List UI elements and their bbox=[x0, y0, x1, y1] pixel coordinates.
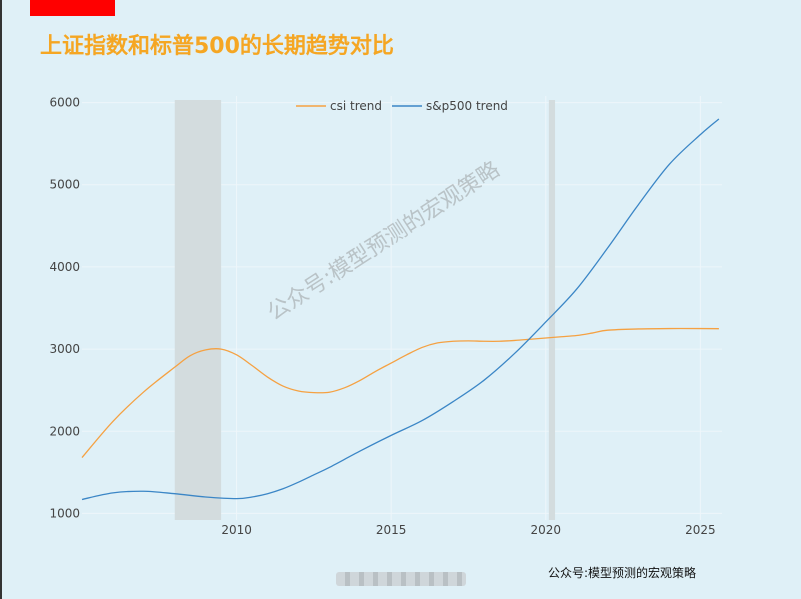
x-tick-label: 2015 bbox=[376, 523, 407, 537]
x-tick-label: 2010 bbox=[221, 523, 252, 537]
chart-title: 上证指数和标普500的长期趋势对比 bbox=[40, 34, 394, 59]
footer-redacted-bar bbox=[336, 572, 466, 586]
legend-label-1: s&p500 trend bbox=[426, 99, 508, 113]
legend: csi trend s&p500 trend bbox=[296, 99, 508, 113]
series-lines bbox=[81, 118, 720, 501]
y-tick-label: 1000 bbox=[49, 506, 80, 520]
y-tick-label: 3000 bbox=[49, 342, 80, 356]
legend-label-0: csi trend bbox=[330, 99, 382, 113]
x-tick-label: 2020 bbox=[530, 523, 561, 537]
footer-credit: 公众号:模型预测的宏观策略 bbox=[548, 566, 697, 580]
shaded-region bbox=[548, 100, 556, 520]
series-line-1 bbox=[81, 118, 720, 501]
left-edge-line bbox=[0, 0, 2, 599]
shaded-regions bbox=[174, 100, 556, 520]
y-tick-label: 2000 bbox=[49, 424, 80, 438]
x-axis-ticks: 2010 2015 2020 2025 bbox=[221, 523, 715, 537]
red-header-block bbox=[30, 0, 115, 16]
shaded-region bbox=[174, 100, 222, 520]
y-tick-label: 4000 bbox=[49, 260, 80, 274]
y-tick-label: 5000 bbox=[49, 178, 80, 192]
x-tick-label: 2025 bbox=[685, 523, 716, 537]
y-tick-label: 6000 bbox=[49, 96, 80, 110]
y-axis-ticks: 1000 2000 3000 4000 5000 6000 bbox=[49, 96, 80, 521]
series-line-0 bbox=[81, 327, 719, 458]
